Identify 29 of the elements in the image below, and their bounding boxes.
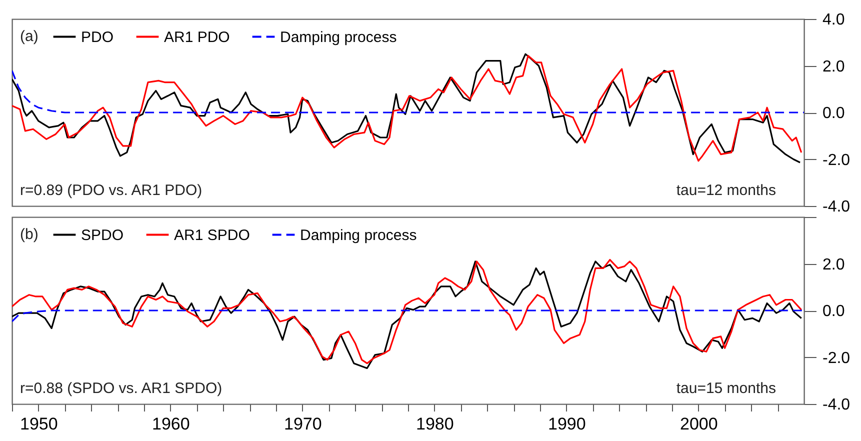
y-tick-label: 4.0 bbox=[822, 12, 845, 28]
y-tick-label: -2.0 bbox=[822, 350, 850, 367]
legend-label: Damping process bbox=[280, 28, 397, 46]
annotation: r=0.88 (SPDO vs. AR1 SPDO) bbox=[20, 380, 222, 397]
y-tick-label: -4.0 bbox=[822, 198, 850, 216]
annotation: tau=12 months bbox=[676, 182, 776, 199]
y-tick-label: -2.0 bbox=[822, 152, 850, 169]
x-tick-label: 1960 bbox=[152, 414, 190, 434]
line-series bbox=[12, 310, 804, 322]
y-tick-label: 2.0 bbox=[822, 256, 845, 274]
text: (a) bbox=[20, 28, 38, 45]
y-tick-label: -4.0 bbox=[822, 396, 850, 414]
legend-label: AR1 PDO bbox=[164, 28, 230, 46]
legend-label: Damping process bbox=[300, 226, 417, 244]
y-tick-label: 0.0 bbox=[822, 105, 845, 122]
text: (b) bbox=[20, 226, 38, 243]
x-tick-label: 1990 bbox=[548, 414, 586, 434]
legend-label: AR1 SPDO bbox=[174, 226, 250, 244]
line-series bbox=[12, 70, 804, 114]
y-tick-label: 2.0 bbox=[822, 58, 845, 76]
annotation: r=0.89 (PDO vs. AR1 PDO) bbox=[20, 182, 202, 199]
legend-label: SPDO bbox=[81, 226, 124, 244]
annotation: tau=15 months bbox=[676, 380, 776, 397]
legend-label: PDO bbox=[81, 28, 114, 46]
x-tick-label: 1950 bbox=[20, 414, 58, 434]
x-tick-label: 2000 bbox=[680, 414, 718, 434]
y-tick-label: 0.0 bbox=[822, 303, 845, 320]
x-tick-label: 1980 bbox=[416, 414, 454, 434]
x-tick-label: 1970 bbox=[284, 414, 322, 434]
